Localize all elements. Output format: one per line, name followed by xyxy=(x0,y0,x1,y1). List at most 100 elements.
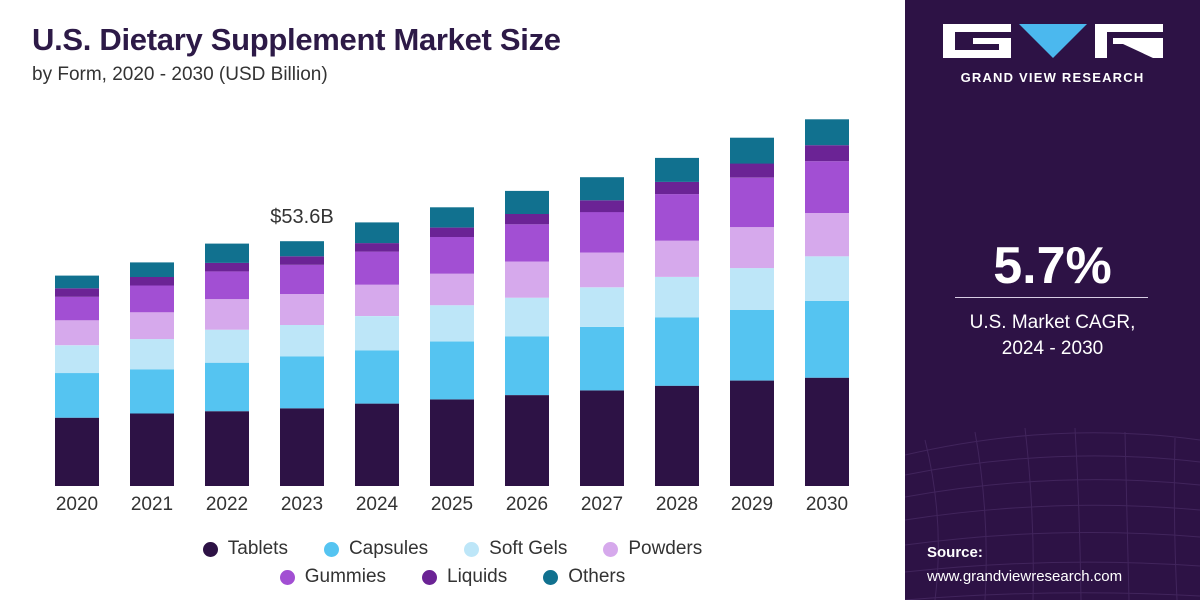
chart-subtitle: by Form, 2020 - 2030 (USD Billion) xyxy=(32,64,328,85)
wireframe-background xyxy=(905,427,1200,600)
bar-segment-soft-gels-2025 xyxy=(430,305,474,342)
info-sidebar: GRAND VIEW RESEARCH 5.7% U.S. Market CAG… xyxy=(905,0,1200,600)
bar-segment-powders-2021 xyxy=(130,312,174,340)
brand-name: GRAND VIEW RESEARCH xyxy=(960,70,1145,85)
x-tick-label: 2021 xyxy=(131,494,173,515)
x-tick-label: 2030 xyxy=(806,494,848,515)
bar-segment-capsules-2030 xyxy=(805,301,849,378)
bar-stack-2029 xyxy=(730,137,774,486)
bar-stack-2023 xyxy=(280,241,324,486)
bar-segment-tablets-2025 xyxy=(430,399,474,486)
x-tick-label: 2020 xyxy=(56,494,98,515)
bar-segment-gummies-2029 xyxy=(730,177,774,228)
bar-segment-powders-2028 xyxy=(655,240,699,277)
bar-segment-tablets-2027 xyxy=(580,390,624,486)
bar-segment-liquids-2020 xyxy=(55,288,99,297)
legend-label: Others xyxy=(568,566,626,587)
source-label: Source: xyxy=(927,544,983,561)
bar-segment-liquids-2022 xyxy=(205,262,249,272)
legend-label: Soft Gels xyxy=(489,538,568,559)
bar-segment-liquids-2029 xyxy=(730,163,774,178)
bar-segment-gummies-2025 xyxy=(430,237,474,274)
bar-segment-tablets-2026 xyxy=(505,395,549,486)
legend-swatch-powders xyxy=(603,541,619,557)
bar-segment-liquids-2021 xyxy=(130,277,174,286)
legend-item-tablets: Tablets xyxy=(202,538,288,560)
legend-label: Gummies xyxy=(304,566,387,587)
bar-stack-2028 xyxy=(655,157,699,486)
bar-stack-2025 xyxy=(430,207,474,486)
source-link[interactable]: www.grandviewresearch.com xyxy=(927,568,1123,585)
bar-segment-powders-2023 xyxy=(280,293,324,325)
bar-segment-soft-gels-2030 xyxy=(805,256,849,301)
bar-segment-capsules-2023 xyxy=(280,356,324,409)
bar-segment-powders-2030 xyxy=(805,213,849,257)
bar-segment-soft-gels-2027 xyxy=(580,287,624,327)
bar-segment-capsules-2029 xyxy=(730,309,774,381)
x-tick-label: 2024 xyxy=(356,494,399,515)
bar-segment-liquids-2025 xyxy=(430,227,474,237)
bar-segment-soft-gels-2029 xyxy=(730,268,774,310)
bar-segment-liquids-2024 xyxy=(355,243,399,252)
bar-segment-capsules-2028 xyxy=(655,317,699,386)
bar-segment-soft-gels-2028 xyxy=(655,277,699,318)
x-tick-label: 2022 xyxy=(206,494,248,515)
bar-segment-others-2030 xyxy=(805,119,849,146)
bar-segment-capsules-2024 xyxy=(355,350,399,404)
x-tick-label: 2026 xyxy=(506,494,548,515)
bar-segment-soft-gels-2023 xyxy=(280,325,324,357)
legend-item-powders: Powders xyxy=(603,538,702,560)
bar-stack-2026 xyxy=(505,190,549,486)
bar-segment-gummies-2028 xyxy=(655,194,699,241)
legend-swatch-liquids xyxy=(422,569,438,585)
bar-segment-tablets-2023 xyxy=(280,408,324,486)
bar-segment-powders-2022 xyxy=(205,299,249,330)
bar-segment-powders-2027 xyxy=(580,252,624,288)
bar-segment-others-2027 xyxy=(580,177,624,201)
legend-item-liquids: Liquids xyxy=(422,566,507,588)
x-tick-label: 2027 xyxy=(581,494,623,515)
legend-item-gummies: Gummies xyxy=(279,566,387,588)
bar-segment-liquids-2023 xyxy=(280,256,324,265)
chart-legend: Tablets Capsules Soft Gels Powders Gummi… xyxy=(0,535,905,591)
bar-segment-tablets-2022 xyxy=(205,411,249,486)
bar-segment-powders-2026 xyxy=(505,261,549,298)
cagr-label: U.S. Market CAGR, 2024 - 2030 xyxy=(905,310,1200,362)
legend-swatch-gummies xyxy=(279,569,295,585)
legend-label: Tablets xyxy=(227,538,288,559)
x-tick-label: 2029 xyxy=(731,494,773,515)
cagr-label-line1: U.S. Market CAGR, xyxy=(969,312,1136,333)
chart-panel: U.S. Dietary Supplement Market Size by F… xyxy=(0,22,905,591)
bar-stack-2021 xyxy=(130,262,174,486)
bar-stack-2020 xyxy=(55,275,99,486)
bar-segment-powders-2020 xyxy=(55,320,99,346)
bar-segment-gummies-2023 xyxy=(280,264,324,294)
legend-label: Powders xyxy=(628,538,703,559)
x-tick-label: 2025 xyxy=(431,494,473,515)
bar-segment-others-2029 xyxy=(730,137,774,164)
bar-stack-2027 xyxy=(580,177,624,486)
legend-label: Capsules xyxy=(348,538,429,559)
bar-segment-gummies-2027 xyxy=(580,212,624,253)
cagr-value: 5.7% xyxy=(993,237,1112,295)
bar-segment-others-2021 xyxy=(130,262,174,277)
bar-segment-gummies-2021 xyxy=(130,285,174,313)
bar-segment-capsules-2021 xyxy=(130,369,174,414)
bar-segment-liquids-2026 xyxy=(505,213,549,225)
stacked-bar-chart: 2020 2021 2022 2023 2024 2025 2026 2027 2028 2029… xyxy=(55,119,849,515)
bar-segment-gummies-2024 xyxy=(355,251,399,285)
bar-segment-powders-2025 xyxy=(430,273,474,306)
bar-stack-2022 xyxy=(205,243,249,486)
bar-segment-soft-gels-2026 xyxy=(505,297,549,337)
legend-row: Tablets Capsules Soft Gels Powders xyxy=(0,535,905,563)
bar-segment-gummies-2030 xyxy=(805,161,849,213)
bar-segment-tablets-2029 xyxy=(730,380,774,486)
bar-segment-tablets-2024 xyxy=(355,403,399,486)
bar-segment-others-2026 xyxy=(505,190,549,214)
chart-title: U.S. Dietary Supplement Market Size xyxy=(32,22,561,57)
bar-segment-powders-2024 xyxy=(355,284,399,316)
bar-segment-liquids-2027 xyxy=(580,200,624,213)
bar-segment-tablets-2030 xyxy=(805,377,849,486)
bar-segment-powders-2029 xyxy=(730,227,774,269)
bar-segment-gummies-2026 xyxy=(505,224,549,262)
